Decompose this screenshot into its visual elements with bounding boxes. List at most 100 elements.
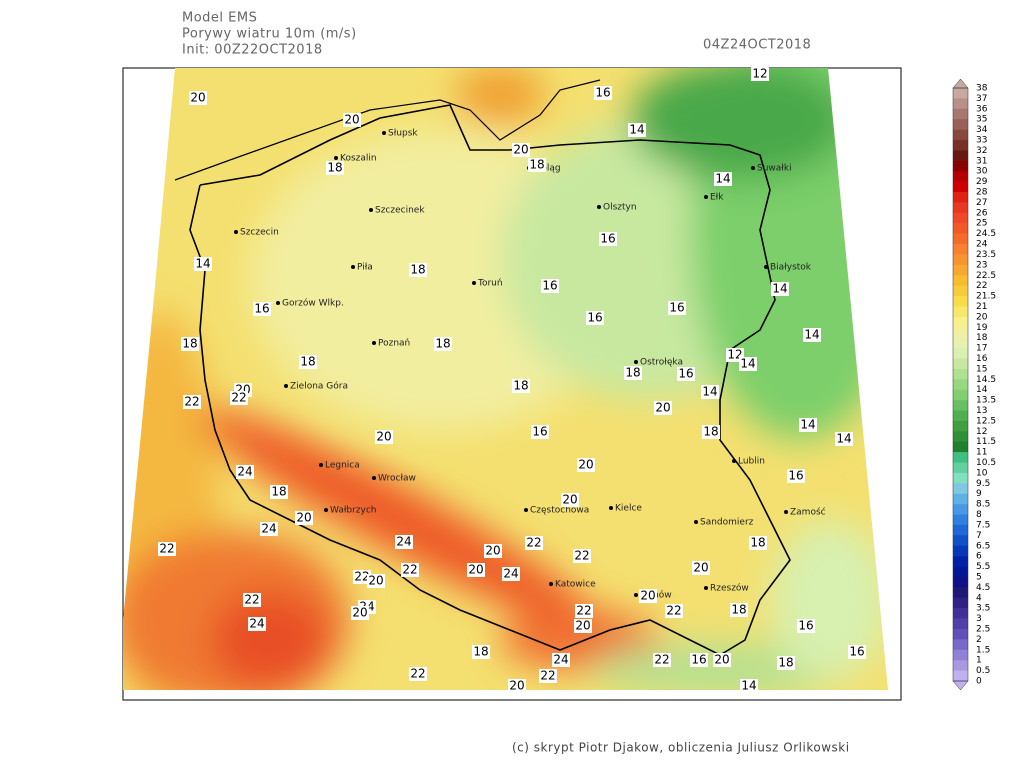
contour-label: 20 [376, 430, 391, 444]
colorbar-top [952, 78, 969, 89]
colorbar-swatch [953, 441, 968, 453]
contour-label: 22 [231, 391, 246, 405]
city-name: Wałbrzych [330, 506, 377, 516]
init-time: Init: 00Z22OCT2018 [182, 43, 323, 58]
contour-label: 22 [244, 593, 259, 607]
city-dot [549, 582, 553, 586]
colorbar-swatch [953, 171, 968, 182]
contour-label: 18 [750, 536, 765, 550]
colorbar-swatch [953, 358, 968, 370]
contour-label-box [799, 418, 817, 432]
contour-label: 20 [714, 653, 729, 667]
contour-label: 16 [691, 653, 706, 667]
contour-label: 16 [798, 619, 813, 633]
contour-label-box [713, 653, 731, 667]
contour-label: 18 [513, 379, 528, 393]
colorbar-swatch [953, 181, 968, 193]
city-dot [334, 156, 338, 160]
city-name: Suwałki [757, 164, 792, 174]
contour-label-box [835, 432, 853, 446]
contour-label-box [409, 667, 427, 681]
contour-label-box [749, 536, 767, 550]
contour-label: 16 [542, 279, 557, 293]
contour-label-box [367, 574, 385, 588]
contour-label: 18 [625, 366, 640, 380]
colorbar-label: 1.5 [976, 645, 990, 655]
contour-label-box [343, 113, 361, 127]
colorbar-swatch [953, 98, 968, 110]
contour-label-box [677, 367, 695, 381]
colorbar-label: 22.5 [976, 271, 996, 281]
colorbar-label: 30 [976, 167, 988, 177]
contour-label-box [702, 425, 720, 439]
colorbar-swatch [953, 244, 968, 255]
colorbar-label: 6 [976, 552, 982, 562]
colorbar-swatch [953, 524, 968, 536]
contour-label-box [351, 606, 369, 620]
city-name: Gorzów Wlkp. [282, 298, 344, 309]
colorbar-swatch [953, 140, 968, 151]
contour-label-box [541, 279, 559, 293]
colorbar-label: 2 [976, 635, 982, 645]
colorbar-swatch [953, 212, 968, 224]
city-name: Szczecin [240, 228, 279, 238]
variable: Porywy wiatru 10m (m/s) [182, 27, 357, 42]
contour-label-box [574, 619, 592, 633]
colorbar-label: 36 [976, 104, 988, 114]
colorbar-swatch [953, 316, 968, 328]
contour-label-box [797, 619, 815, 633]
colorbar-swatch [953, 628, 968, 640]
contour-label: 22 [184, 395, 199, 409]
contour-label-box [375, 430, 393, 444]
contour-label: 20 [468, 563, 483, 577]
colorbar-label: 33 [976, 136, 987, 146]
colorbar-swatch [953, 368, 968, 380]
colorbar-label: 1 [976, 656, 982, 666]
city-name: Legnica [325, 461, 360, 471]
contour-label-box [528, 158, 546, 172]
contour-label-box [243, 593, 261, 607]
city-name: Elbląg [533, 164, 561, 174]
colorbar-label: 23.5 [976, 250, 996, 260]
contour-label: 14 [629, 123, 644, 137]
colorbar-label: 25 [976, 219, 987, 229]
colorbar-swatch [953, 400, 968, 411]
colorbar-label: 11 [976, 448, 987, 458]
contour-label: 20 [640, 589, 655, 603]
city-dot [319, 463, 323, 467]
contour-label-box [771, 282, 789, 296]
contour-label: 22 [354, 570, 369, 584]
city-name: Białystok [770, 263, 812, 273]
colorbar-label: 9.5 [976, 479, 990, 489]
colorbar-label: 23 [976, 260, 987, 270]
colorbar-label: 4 [976, 593, 982, 603]
city-dot [372, 341, 376, 345]
contour-label-box [194, 257, 212, 271]
contour-label: 24 [396, 535, 411, 549]
colorbar-swatch [953, 119, 968, 130]
contour-label: 22 [410, 667, 425, 681]
contour-label: 16 [600, 232, 615, 246]
contour-label: 16 [595, 86, 610, 100]
contour-label-box [714, 172, 732, 186]
colorbar-label: 8 [976, 510, 982, 520]
city-dot [634, 593, 638, 597]
colorbar-label: 29 [976, 177, 988, 187]
colorbar-swatch [953, 566, 968, 578]
contour-label: 14 [772, 282, 787, 296]
colorbar-swatch [953, 545, 968, 557]
city-name: Olsztyn [603, 203, 637, 213]
contour-label-box [561, 493, 579, 507]
city-name: Katowice [555, 580, 596, 590]
contour-label: 20 [352, 606, 367, 620]
colorbar-swatch [953, 306, 968, 318]
contour-label-box [740, 679, 758, 693]
colorbar-label: 3.5 [976, 604, 990, 614]
contour-label-box [353, 570, 371, 584]
colorbar-label: 0.5 [976, 666, 990, 676]
contour-label: 20 [509, 679, 524, 693]
colorbar-label: 12 [976, 427, 987, 437]
contour-label: 20 [655, 401, 670, 415]
contour-label: 24 [553, 653, 568, 667]
contour-label: 20 [693, 561, 708, 575]
